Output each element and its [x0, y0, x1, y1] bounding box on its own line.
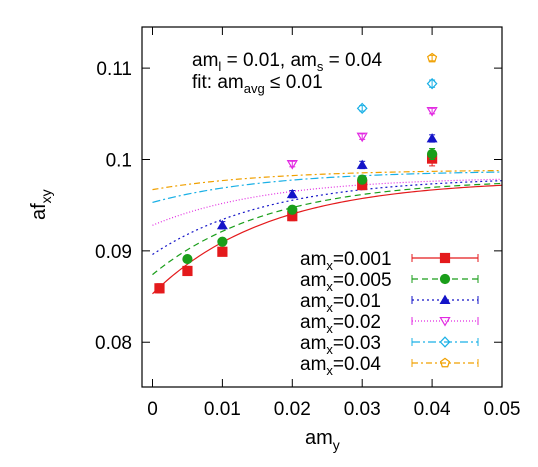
data-point-1-2: [287, 204, 298, 215]
data-point-2-0: [216, 219, 228, 230]
legend-label: amx=0.03: [300, 333, 381, 357]
x-axis-label: amy: [305, 427, 340, 453]
marker-square-filled: [182, 265, 193, 277]
marker-diamond-open: [426, 77, 438, 90]
data-points: [154, 52, 438, 294]
legend-entry-4: amx=0.03: [300, 333, 479, 357]
data-point-1-4: [426, 148, 438, 160]
data-point-3-1: [356, 132, 368, 143]
legend-entry-3: amx=0.02: [300, 312, 479, 336]
marker-triangle-down-open: [426, 107, 438, 117]
plot-frame: [141, 26, 503, 388]
data-point-3-2: [426, 107, 438, 117]
data-point-0-0: [154, 283, 165, 294]
data-point-0-2: [217, 246, 228, 257]
marker-triangle-filled: [426, 133, 438, 143]
data-point-5-0: [427, 52, 438, 63]
legend-marker-pentagon-open: [439, 357, 451, 368]
x-tick-label: 0.03: [344, 399, 381, 420]
legend-label: amx=0.01: [300, 291, 381, 315]
annotation-line2: fit: amavg ≤ 0.01: [192, 72, 323, 96]
marker-square-filled: [154, 283, 165, 294]
y-tick-label: 0.08: [95, 333, 132, 354]
marker-triangle-down-open: [286, 160, 298, 170]
data-point-2-2: [356, 159, 368, 170]
data-point-4-1: [426, 77, 438, 90]
axes: 0 0.01 0.02 0.03 0.04 0.05 0.08 0.09 0.1 0.11: [95, 27, 520, 420]
legend-marker-square-filled: [439, 252, 451, 264]
data-point-0-1: [182, 265, 193, 277]
fit-curve-2: [152, 180, 502, 256]
marker-pentagon-open: [427, 52, 438, 63]
legend-marker-triangle-down-open: [439, 316, 451, 327]
x-tick-label: 0.04: [414, 399, 451, 420]
legend-marker-triangle-filled: [439, 294, 451, 304]
data-point-3-0: [286, 160, 298, 170]
data-point-2-1: [286, 188, 298, 199]
legend-entry-1: amx=0.005: [300, 270, 479, 294]
data-point-1-3: [357, 174, 368, 185]
fit-curves: [152, 169, 502, 295]
marker-triangle-down-open: [356, 132, 368, 143]
data-point-1-0: [182, 253, 193, 265]
legend: amx=0.001amx=0.005amx=0.01amx=0.02amx=0.…: [300, 249, 479, 378]
y-axis-label: afxy: [28, 189, 54, 220]
marker-triangle-filled: [286, 188, 298, 199]
legend-label: amx=0.001: [300, 249, 392, 273]
legend-label: amx=0.005: [300, 270, 392, 294]
data-point-1-1: [217, 236, 228, 247]
legend-entry-2: amx=0.01: [300, 291, 479, 315]
legend-label: amx=0.02: [300, 312, 381, 336]
marker-circle-filled: [217, 236, 228, 247]
fit-curve-1: [152, 182, 502, 276]
data-point-4-0: [356, 102, 368, 115]
legend-entry-0: amx=0.001: [300, 249, 479, 273]
fit-curve-5: [152, 169, 502, 191]
legend-label: amx=0.04: [300, 354, 381, 378]
marker-circle-filled: [426, 148, 438, 160]
y-tick-label: 0.09: [95, 242, 132, 263]
marker-triangle-filled: [216, 219, 228, 230]
marker-circle-filled: [287, 204, 298, 215]
x-tick-label: 0.01: [204, 399, 241, 420]
marker-triangle-filled: [356, 159, 368, 169]
legend-entry-5: amx=0.04: [300, 354, 479, 378]
data-point-2-3: [426, 133, 438, 143]
fit-curve-4: [152, 171, 502, 204]
marker-diamond-open: [356, 102, 368, 115]
legend-marker-circle-filled: [439, 273, 451, 285]
y-tick-label: 0.11: [96, 59, 132, 80]
annotation-line1: aml = 0.01, ams = 0.04: [192, 50, 382, 74]
marker-circle-filled: [357, 174, 368, 185]
legend-marker-diamond-open: [439, 336, 451, 348]
x-tick-label: 0: [147, 399, 158, 420]
y-tick-label: 0.1: [106, 150, 132, 171]
marker-circle-filled: [182, 253, 193, 265]
marker-square-filled: [217, 246, 228, 257]
fit-curve-0: [152, 184, 502, 295]
x-tick-label: 0.02: [274, 399, 311, 420]
x-tick-label: 0.05: [484, 399, 521, 420]
